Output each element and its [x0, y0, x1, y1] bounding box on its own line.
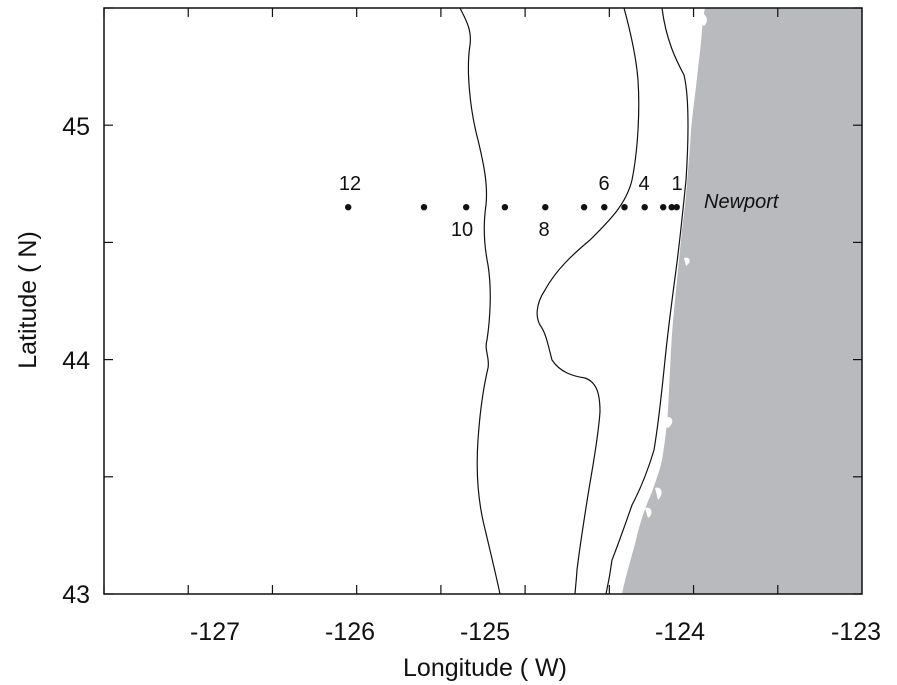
isobath-slope — [536, 8, 640, 594]
x-axis-title: Longitude ( W) — [403, 654, 567, 682]
x-tick-label: -123 — [831, 618, 881, 646]
station-marker — [673, 204, 680, 211]
station-label: 1 — [671, 173, 682, 195]
y-tick-label: 44 — [62, 347, 90, 375]
station-marker — [641, 204, 648, 211]
y-tick-label: 45 — [62, 113, 90, 141]
x-tick-label: -125 — [460, 618, 510, 646]
inlet — [662, 416, 673, 428]
station-marker — [345, 204, 352, 211]
station-marker — [420, 204, 428, 211]
land-area — [622, 8, 862, 594]
x-tick-label: -126 — [325, 618, 375, 646]
isobath-shelf — [605, 8, 689, 594]
station-marker — [463, 204, 470, 211]
inlet — [697, 10, 707, 26]
x-tick-label: -124 — [655, 618, 705, 646]
isobath-deep — [459, 8, 501, 594]
station-label: 8 — [538, 219, 549, 241]
station-marker — [668, 204, 675, 211]
station-marker — [501, 204, 509, 211]
plot-frame — [103, 7, 863, 595]
station-marker — [601, 204, 608, 211]
station-marker — [542, 204, 549, 211]
axis-ticks — [103, 7, 862, 595]
place-label-newport: Newport — [704, 191, 780, 213]
station-marker — [621, 204, 628, 211]
station-marker — [580, 204, 588, 211]
inlet — [645, 507, 652, 518]
y-tick-label: 43 — [62, 581, 90, 609]
y-axis-title: Latitude ( N) — [14, 231, 42, 369]
station-label: 4 — [638, 173, 649, 195]
inlet — [684, 257, 690, 266]
station-line — [345, 204, 680, 211]
station-label: 6 — [598, 173, 609, 195]
station-label: 12 — [339, 173, 361, 195]
x-tick-label: -127 — [190, 618, 240, 646]
inlet — [655, 487, 662, 500]
station-marker — [660, 204, 667, 211]
station-label: 10 — [451, 219, 473, 241]
